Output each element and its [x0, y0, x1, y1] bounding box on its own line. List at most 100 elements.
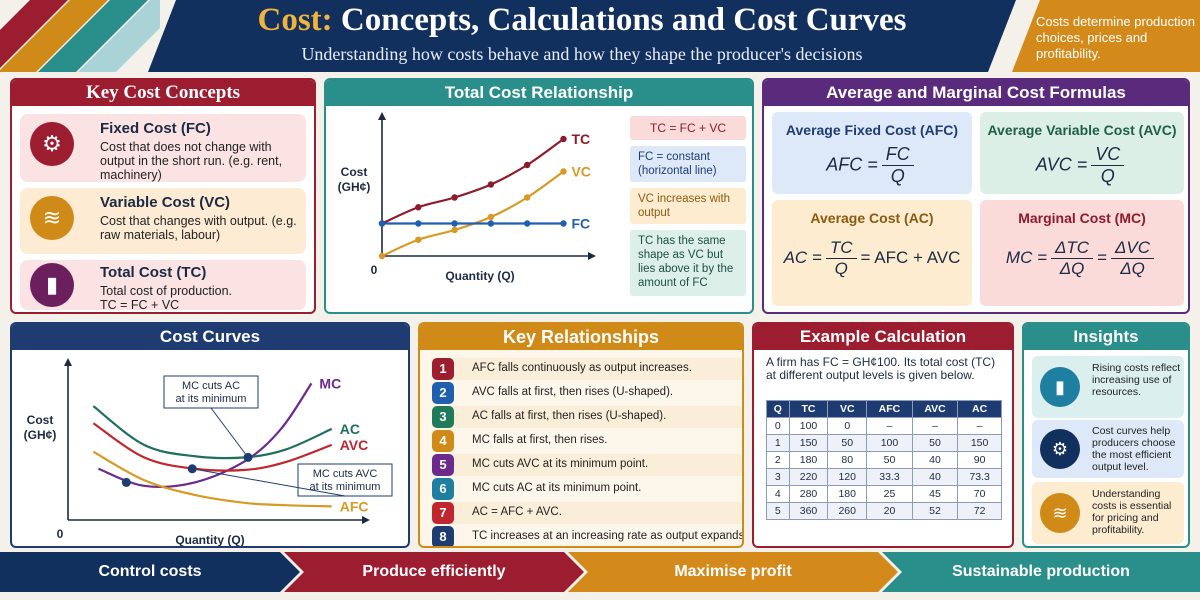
concept-desc: Cost that changes with output. (e.g. raw…: [100, 214, 297, 242]
formula-numerator: TC: [825, 238, 857, 259]
relationship-number: 5: [432, 454, 454, 476]
relationship-text: MC cuts AC at its minimum point.: [472, 482, 642, 494]
table-cell: 150: [957, 434, 1002, 452]
origin-label: 0: [371, 263, 378, 277]
table-cell: 90: [957, 451, 1002, 469]
relationship-text: AVC falls at first, then rises (U-shaped…: [472, 386, 674, 398]
data-point: [378, 252, 386, 260]
total-cost-title: Total Cost Relationship: [326, 80, 752, 106]
example-panel: Example Calculation A firm has FC = GH¢1…: [752, 322, 1014, 548]
relationships-title: Key Relationships: [420, 324, 742, 350]
formulas-title: Average and Marginal Cost Formulas: [764, 80, 1188, 106]
data-point: [560, 168, 567, 175]
formula-numerator: FC: [881, 144, 914, 166]
formula-lhs: AFC =: [826, 154, 878, 175]
table-cell: 50: [866, 451, 913, 469]
formula-lhs: AC =: [783, 247, 822, 267]
ac-formula: Average Cost (AC) AC = TC Q = AFC + AVC: [772, 200, 972, 306]
example-intro: A firm has FC = GH¢100. Its total cost (…: [766, 355, 996, 382]
x-axis-arrow: [588, 252, 596, 260]
series-label-tc: TC: [571, 131, 590, 147]
tc-note: TC = FC + VC: [630, 116, 746, 140]
table-cell: –: [866, 417, 913, 435]
relationship-item: 5 MC cuts AVC at its minimum point.: [432, 454, 742, 476]
formula-numerator: ΔVC: [1111, 238, 1155, 259]
relationship-number: 2: [432, 382, 454, 404]
table-row: 4 280 180 25 45 70: [766, 485, 1002, 503]
series-line-avc: [92, 422, 333, 472]
concept-name: Variable Cost (VC): [100, 194, 231, 211]
footer-maximise-profit: Maximise profit: [568, 552, 898, 592]
table-cell: 2: [766, 451, 790, 469]
header-stripes: [0, 0, 160, 72]
formula-numerator: ΔTC: [1051, 238, 1094, 259]
insights-panel: Insights ▮ Rising costs reflect increasi…: [1022, 322, 1190, 548]
series-label-ac: AC: [340, 421, 360, 437]
origin-label: 0: [57, 527, 64, 541]
data-point: [415, 236, 422, 243]
intersection-point: [187, 464, 197, 474]
table-cell: 45: [911, 485, 959, 503]
formula-denominator: ΔQ: [1059, 259, 1085, 278]
concept-total-cost: ▮ Total Cost (TC) Total cost of producti…: [20, 260, 306, 312]
relationship-number: 6: [432, 478, 454, 500]
concept-desc: Total cost of production. TC = FC + VC: [100, 284, 233, 312]
table-cell: 1: [766, 434, 790, 452]
table-cell: 260: [827, 502, 868, 520]
table-cell: 3: [766, 468, 790, 486]
y-axis-arrow: [64, 358, 72, 366]
table-row: 0 100 0– – –: [766, 417, 1002, 435]
table-cell: 4: [766, 485, 790, 503]
x-axis-label: Quantity (Q): [445, 269, 514, 283]
table-cell: 100: [788, 417, 829, 435]
x-axis-label: Quantity (Q): [175, 533, 244, 546]
relationship-item: 6 MC cuts AC at its minimum point.: [432, 478, 742, 500]
series-line-vc: [381, 170, 565, 258]
annotation-text: MC cuts AC at its minimum: [176, 380, 247, 405]
annotation-pointer: [210, 407, 249, 458]
relationship-item: 4 MC falls at first, then rises.: [432, 430, 742, 452]
data-point: [451, 194, 458, 201]
key-concepts-panel: Key Cost Concepts ⚙ Fixed Cost (FC) Cost…: [10, 78, 316, 314]
series-label-fc: FC: [571, 216, 590, 232]
coins-icon: ≋: [30, 196, 74, 240]
insight-text: Understanding costs is essential for pri…: [1092, 488, 1172, 536]
formula-denominator: Q: [1100, 166, 1115, 186]
table-cell: 70: [957, 485, 1002, 503]
series-line-mc: [98, 382, 313, 488]
table-cell: 20: [866, 502, 913, 520]
formula-lhs: AVC =: [1035, 154, 1088, 175]
table-cell: 120: [827, 468, 868, 486]
relationship-text: AFC falls continuously as output increas…: [472, 362, 692, 374]
relationships-panel: Key Relationships 1 AFC falls continuousl…: [418, 322, 744, 548]
table-cell: 80: [827, 451, 868, 469]
data-point: [523, 194, 531, 201]
data-point: [487, 213, 495, 221]
relationship-number: 4: [432, 430, 454, 452]
relationship-number: 1: [432, 358, 454, 380]
y-axis-arrow: [378, 112, 386, 120]
formula-numerator: VC: [1091, 144, 1125, 166]
table-cell: 0: [766, 417, 790, 435]
relationship-text: AC falls at first, then rises (U-shaped)…: [472, 410, 667, 422]
relationship-item: 2 AVC falls at first, then rises (U-shape…: [432, 382, 742, 404]
table-header: VC: [827, 400, 868, 418]
insight-text: Rising costs reflect increasing use of r…: [1092, 362, 1181, 398]
series-label-avc: AVC: [340, 437, 369, 453]
formula-equals: =: [1097, 247, 1108, 267]
insight-text: Cost curves help producers choose the mo…: [1092, 425, 1176, 473]
data-point: [487, 181, 495, 188]
vc-note: VC increases with output: [630, 188, 746, 224]
fc-note: FC = constant (horizontal line): [630, 146, 746, 182]
series-label-mc: MC: [319, 375, 341, 391]
table-cell: –: [957, 417, 1002, 435]
cost-curves-title: Cost Curves: [12, 324, 408, 350]
insight-card: ▮ Rising costs reflect increasing use of…: [1032, 356, 1184, 418]
series-label-vc: VC: [571, 164, 590, 180]
footer-sustainable-production: Sustainable production: [882, 552, 1200, 592]
intersection-point: [121, 477, 131, 487]
x-axis-arrow: [362, 516, 370, 524]
data-point: [378, 220, 386, 227]
y-axis-label: Cost (GH¢): [24, 413, 57, 442]
series-line-tc: [381, 138, 565, 225]
